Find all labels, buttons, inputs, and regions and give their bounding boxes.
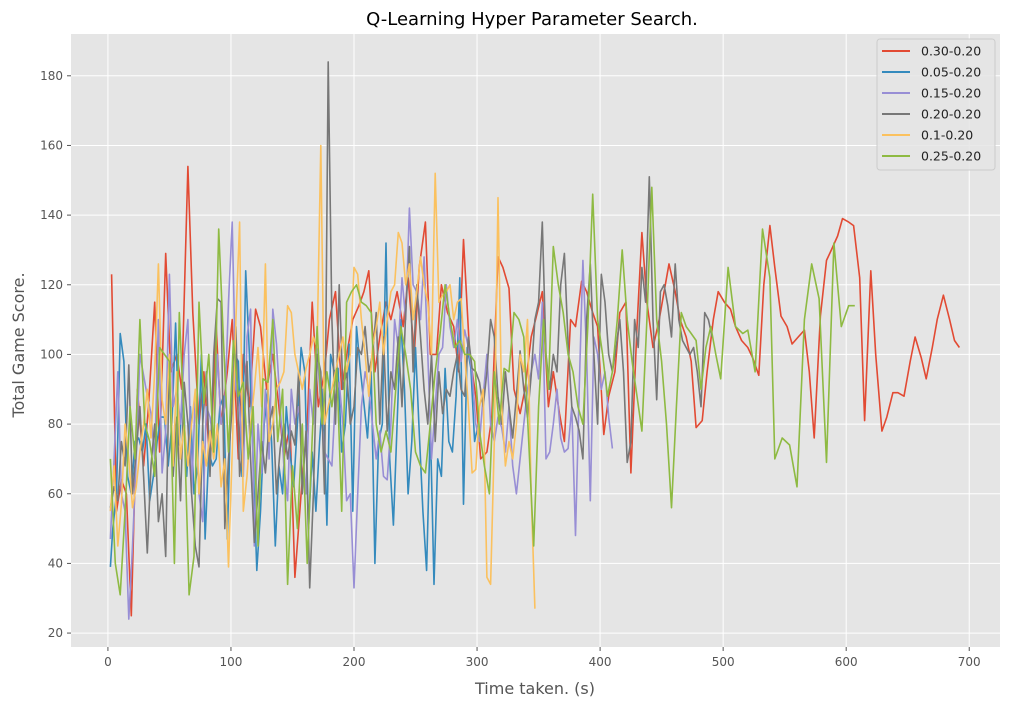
- legend: 0.30-0.20 0.05-0.20 0.15-0.20 0.20-0.20 0.1-…: [876, 38, 996, 171]
- legend-entry: 0.20-0.20: [921, 107, 981, 122]
- x-tick-label: 500: [712, 655, 735, 669]
- y-tick-label: 160: [40, 138, 63, 152]
- x-tick-label: 600: [835, 655, 858, 669]
- y-tick-label: 120: [40, 278, 63, 292]
- y-axis-label: Total Game Score.: [9, 272, 28, 418]
- y-tick-label: 40: [48, 556, 63, 570]
- x-tick-label: 700: [958, 655, 981, 669]
- x-tick-label: 100: [220, 655, 243, 669]
- series-line-0.1-0.20: [109, 144, 536, 609]
- x-axis-label: Time taken. (s): [474, 679, 595, 698]
- series-line-0.25-0.20: [109, 186, 855, 596]
- x-tick-label: 400: [589, 655, 612, 669]
- x-tick-label: 0: [104, 655, 112, 669]
- y-tick-label: 20: [48, 626, 63, 640]
- x-tick-label: 300: [466, 655, 489, 669]
- y-tick-label: 60: [48, 487, 63, 501]
- x-tick-label: 200: [343, 655, 366, 669]
- y-tick-label: 80: [48, 417, 63, 431]
- tick-labels: 0 100 200 300 400 500 600 700 20 40 60 80 100 120 140 1…: [40, 69, 981, 669]
- series-line-0.20-0.20: [109, 61, 713, 589]
- y-tick-label: 140: [40, 208, 63, 222]
- legend-entry: 0.25-0.20: [921, 149, 981, 164]
- legend-entry: 0.05-0.20: [921, 65, 981, 80]
- legend-entry: 0.15-0.20: [921, 86, 981, 101]
- y-tick-label: 180: [40, 69, 63, 83]
- legend-entry: 0.30-0.20: [921, 44, 981, 59]
- y-tick-label: 100: [40, 347, 63, 361]
- chart-title: Q-Learning Hyper Parameter Search.: [366, 9, 698, 30]
- legend-entry: 0.1-0.20: [921, 128, 973, 143]
- series-lines: [109, 61, 961, 620]
- plot-area: [71, 34, 1000, 647]
